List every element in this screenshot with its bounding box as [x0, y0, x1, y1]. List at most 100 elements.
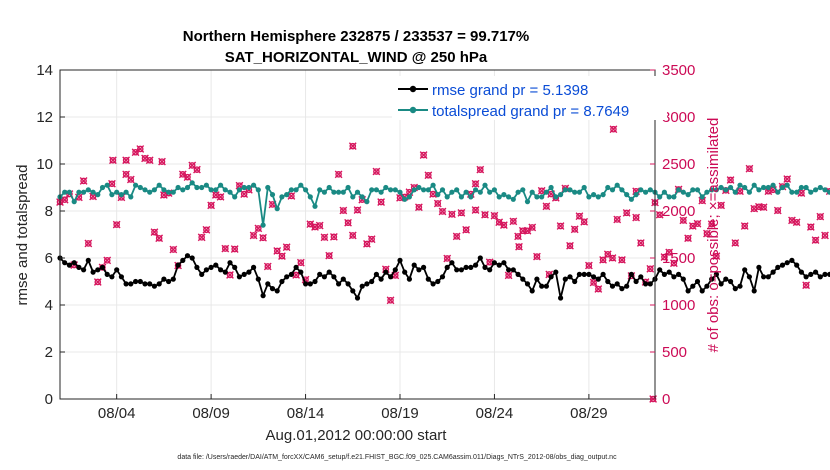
totalspread-point: [543, 189, 550, 195]
obs-assimilated-marker: [108, 156, 117, 165]
obs-assimilated-marker: [150, 228, 159, 237]
x-tick-label: 08/09: [192, 405, 230, 422]
totalspread-point: [156, 182, 162, 188]
y-tick-label-left: 6: [45, 250, 53, 267]
obs-possible-marker: [259, 234, 267, 242]
obs-possible-marker: [368, 235, 375, 243]
obs-assimilated-marker: [448, 210, 456, 219]
obs-assimilated-marker: [386, 296, 395, 305]
totalspread-point: [487, 189, 493, 195]
obs-possible-marker: [155, 234, 163, 242]
obs-assimilated-point: [566, 241, 574, 250]
obs-assimilated-marker: [296, 258, 305, 267]
obs-possible-marker: [515, 243, 523, 251]
obs-possible-marker: [151, 228, 158, 236]
rmse-point: [359, 283, 365, 289]
rmse-point: [293, 264, 299, 270]
rmse-point: [713, 271, 720, 277]
obs-possible-marker: [321, 234, 328, 241]
obs-possible-marker: [443, 255, 451, 262]
totalspread-point: [458, 194, 464, 200]
rmse-point: [142, 281, 148, 287]
rmse-point: [609, 283, 616, 289]
totalspread-point: [274, 206, 280, 212]
obs-assimilated-marker: [216, 193, 225, 201]
obs-possible-marker: [250, 232, 257, 239]
rmse-point: [326, 269, 332, 275]
obs-assimilated-marker: [646, 264, 655, 273]
rmse-point: [90, 269, 96, 275]
obs-assimilated-point: [515, 242, 523, 251]
totalspread-point: [199, 184, 205, 191]
obs-possible-marker: [188, 162, 196, 169]
totalspread-point: [473, 187, 479, 193]
obs-possible-marker: [528, 224, 536, 231]
obs-assimilated-marker: [372, 167, 381, 176]
obs-assimilated-marker: [79, 177, 88, 185]
obs-assimilated-point: [618, 255, 626, 264]
legend-box: [392, 76, 667, 120]
obs-assimilated-marker: [320, 233, 329, 242]
obs-assimilated-point: [419, 151, 428, 159]
rmse-point: [213, 262, 219, 268]
obs-assimilated-marker: [542, 202, 551, 211]
rmse-point: [728, 278, 734, 285]
rmse-point: [543, 283, 550, 289]
obs-possible-marker: [373, 168, 380, 175]
totalspread-point: [373, 187, 379, 193]
totalspread-point: [114, 189, 120, 195]
obs-possible-marker: [170, 246, 177, 253]
obs-possible-marker: [514, 233, 522, 240]
totalspread-point: [359, 194, 365, 200]
obs-assimilated-point: [570, 225, 579, 234]
obs-assimilated-point: [471, 179, 480, 188]
rmse-point: [123, 281, 129, 287]
rmse-point: [251, 264, 257, 270]
rmse-point: [765, 274, 771, 280]
rmse-point: [628, 271, 635, 277]
rmse-point: [383, 269, 389, 275]
totalspread-point: [822, 187, 828, 193]
obs-assimilated-point: [504, 271, 513, 280]
totalspread-point: [203, 182, 209, 188]
totalspread-point: [694, 187, 701, 193]
totalspread-point: [704, 189, 710, 195]
totalspread-point: [435, 192, 441, 198]
totalspread-point: [90, 189, 96, 195]
rmse-point: [562, 276, 568, 282]
totalspread-point: [402, 196, 408, 202]
totalspread-point: [439, 187, 446, 193]
totalspread-point: [798, 184, 805, 191]
obs-possible-marker: [325, 252, 333, 259]
rmse-point: [671, 274, 677, 280]
totalspread-point: [218, 182, 224, 188]
obs-assimilated-marker: [499, 221, 508, 229]
obs-assimilated-point: [230, 245, 239, 253]
obs-assimilated-point: [821, 231, 829, 240]
x-tick-label: 08/04: [98, 405, 136, 422]
rmse-point: [454, 267, 460, 273]
obs-assimilated-marker: [443, 254, 452, 263]
obs-assimilated-point: [367, 235, 376, 244]
obs-possible-marker: [665, 249, 673, 256]
rmse-point: [553, 269, 559, 275]
obs-assimilated-point: [339, 206, 348, 215]
totalspread-point: [123, 189, 129, 195]
obs-assimilated-point: [249, 231, 258, 240]
obs-assimilated-marker: [457, 208, 466, 217]
rmse-point: [175, 262, 181, 268]
rmse-point: [458, 267, 464, 273]
obs-possible-marker: [585, 262, 593, 269]
obs-assimilated-marker: [108, 179, 116, 188]
obs-assimilated-point: [816, 212, 825, 221]
totalspread-point: [298, 182, 304, 188]
obs-possible-marker: [793, 218, 800, 226]
obs-assimilated-point: [490, 211, 499, 220]
obs-assimilated-marker: [339, 206, 348, 215]
rmse-point: [694, 278, 701, 285]
obs-assimilated-marker: [485, 258, 494, 267]
totalspread-point: [321, 189, 327, 195]
rmse-point: [76, 264, 82, 270]
rmse-point: [118, 274, 124, 280]
y-tick-label-left: 2: [45, 344, 53, 361]
